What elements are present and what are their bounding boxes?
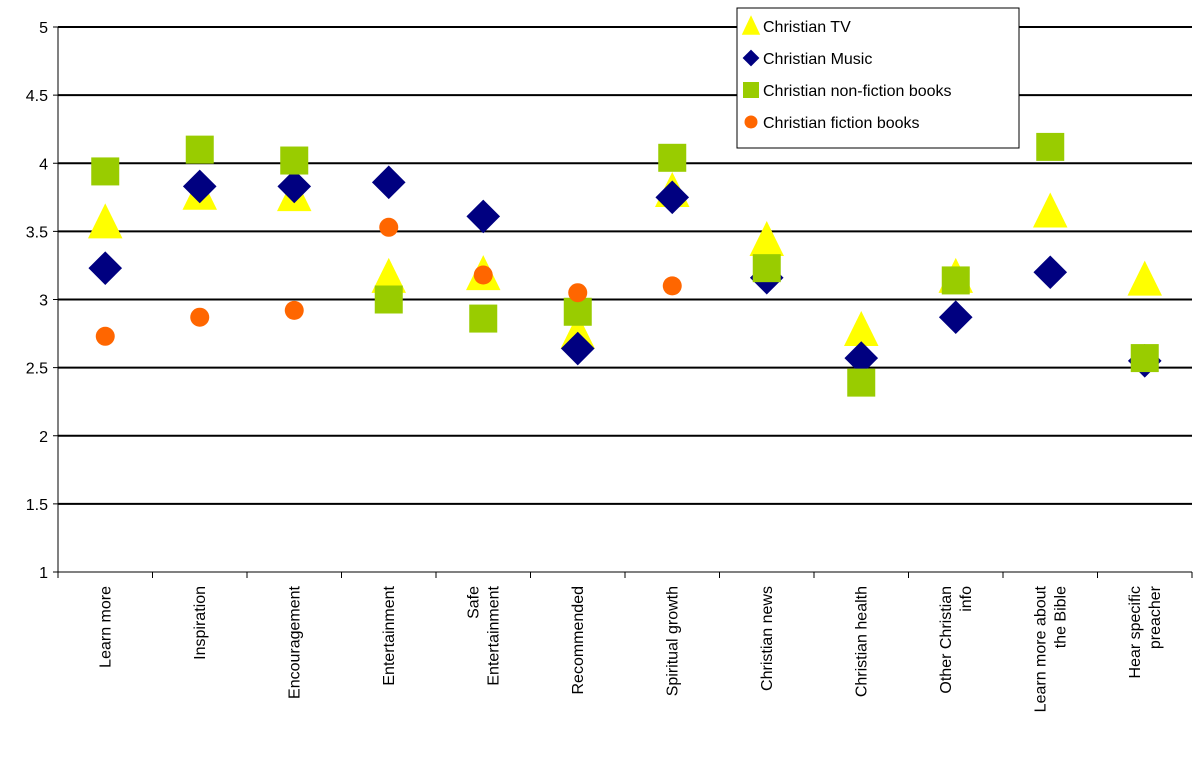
data-point-square: [469, 304, 498, 333]
data-markers: [88, 132, 1162, 397]
data-point-diamond: [560, 331, 595, 366]
data-point-circle: [379, 217, 399, 237]
series-circle-group: [95, 217, 682, 346]
legend-marker-circle: [744, 115, 758, 129]
data-point-triangle: [560, 313, 595, 349]
data-point-diamond: [182, 169, 217, 204]
data-point-circle: [568, 283, 588, 303]
data-point-square: [185, 135, 214, 164]
legend: Christian TV Christian Music Christian non…: [736, 7, 1020, 149]
x-tick-label: Encouragement: [286, 585, 303, 699]
y-tick-label: 4.5: [26, 88, 48, 105]
x-tick-label: Other Christian: [938, 586, 955, 694]
data-point-square: [563, 297, 592, 326]
y-axis-ticks: 1 1.5 2 2.5 3 3.5 4 4.5 5: [26, 20, 58, 582]
gridlines: [58, 26, 1192, 505]
x-tick-label: Recommended: [570, 586, 587, 695]
data-point-diamond: [371, 165, 406, 200]
data-point-square: [1130, 344, 1159, 373]
x-tick-label: the Bible: [1052, 586, 1069, 648]
series-square-group: [91, 132, 1159, 397]
data-point-square: [374, 285, 403, 314]
legend-marker-diamond: [742, 49, 760, 67]
x-axis-ticks: Learn more Inspiration Encouragement Entert…: [57, 572, 1193, 712]
data-point-circle: [284, 300, 304, 320]
x-tick-label: Entertainment: [485, 585, 502, 685]
data-point-circle: [473, 265, 493, 285]
data-point-triangle: [371, 257, 406, 293]
series-diamond-group: [88, 165, 1162, 378]
data-point-triangle: [1033, 192, 1068, 228]
legend-label: Christian fiction books: [763, 115, 920, 132]
legend-label: Christian non-fiction books: [763, 83, 952, 100]
legend-marker-triangle: [741, 15, 761, 35]
data-point-square: [91, 157, 120, 186]
x-tick-label: info: [958, 586, 975, 612]
legend-box: [736, 7, 1020, 149]
data-point-square: [658, 143, 687, 172]
x-tick-label: Entertainment: [381, 585, 398, 685]
data-point-triangle: [1127, 260, 1162, 296]
y-tick-label: 5: [39, 20, 48, 37]
x-tick-label: Christian news: [759, 586, 776, 691]
data-point-square: [1036, 132, 1065, 161]
legend-label: Christian Music: [763, 51, 872, 68]
x-tick-label: Safe: [465, 586, 482, 619]
y-tick-label: 2: [39, 429, 48, 446]
data-point-diamond: [655, 180, 690, 215]
legend-label: Christian TV: [763, 19, 851, 36]
x-tick-label: Inspiration: [192, 586, 209, 660]
y-tick-label: 1: [39, 565, 48, 582]
data-point-triangle: [749, 221, 784, 257]
data-point-diamond: [466, 199, 501, 234]
x-tick-label: Hear specific: [1127, 586, 1144, 678]
series-triangle-group: [88, 172, 1162, 349]
x-tick-label: Learn more: [97, 586, 114, 668]
data-point-diamond: [938, 300, 973, 335]
data-point-square: [752, 254, 781, 283]
y-tick-label: 1.5: [26, 497, 48, 514]
data-point-diamond: [277, 169, 312, 204]
data-point-square: [941, 266, 970, 295]
x-tick-label: Christian health: [853, 586, 870, 697]
y-tick-label: 4: [39, 156, 48, 173]
data-point-triangle: [88, 203, 123, 239]
data-point-circle: [662, 276, 682, 296]
legend-marker-square: [743, 82, 759, 98]
y-tick-label: 3: [39, 293, 48, 310]
data-point-diamond: [844, 341, 879, 375]
data-point-circle: [95, 326, 115, 346]
x-tick-label: Learn more about: [1032, 585, 1049, 712]
y-tick-label: 3.5: [26, 224, 48, 241]
x-tick-label: Spiritual growth: [664, 586, 681, 696]
data-point-diamond: [1033, 255, 1068, 290]
data-point-triangle: [844, 310, 879, 346]
y-tick-label: 2.5: [26, 361, 48, 378]
data-point-diamond: [88, 251, 123, 285]
x-tick-label: preacher: [1147, 585, 1164, 649]
data-point-square: [847, 368, 876, 397]
data-point-square: [280, 146, 309, 175]
data-point-circle: [190, 307, 210, 327]
